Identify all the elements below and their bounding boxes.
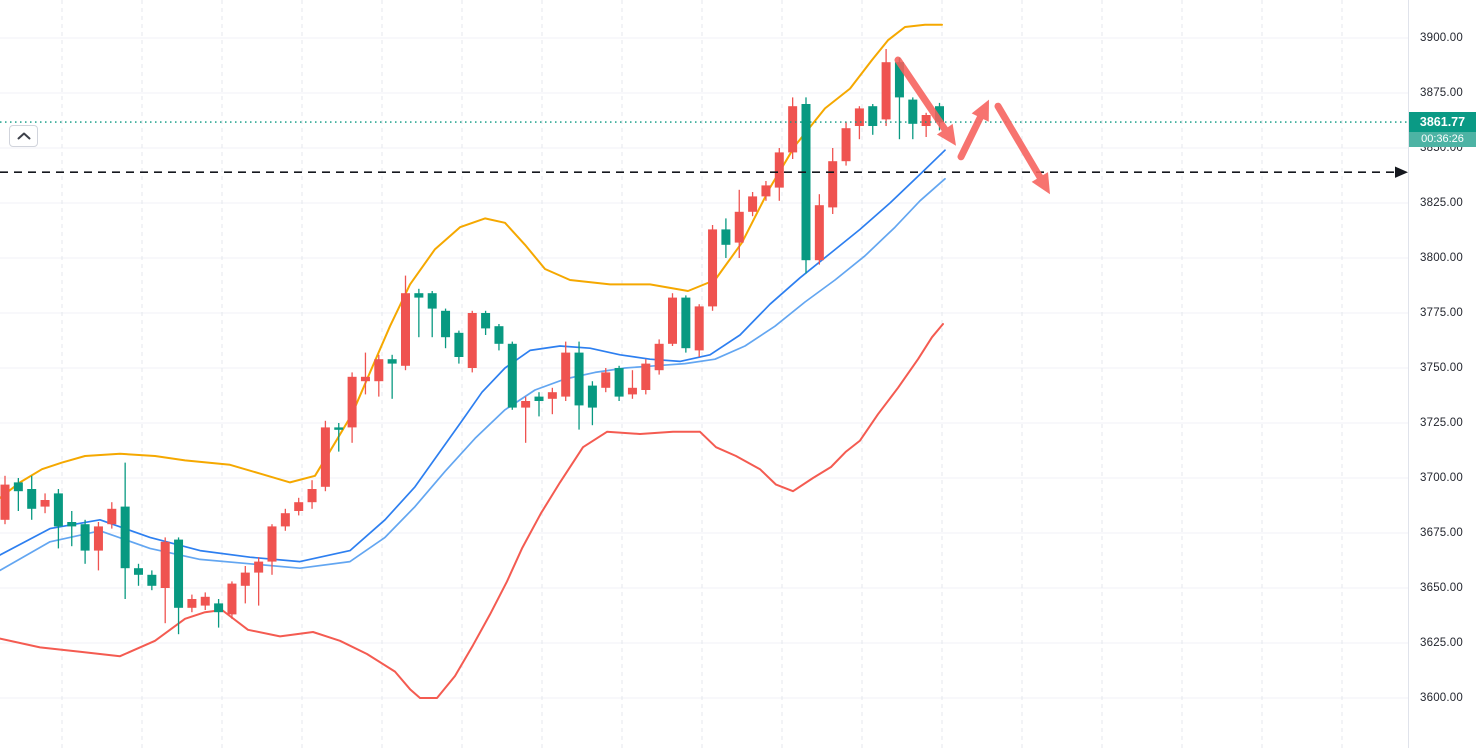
countdown-label: 00:36:26 [1409, 132, 1476, 148]
ma-fast-line [0, 149, 946, 563]
price-axis-label: 3675.00 [1420, 527, 1463, 539]
candles-layer [0, 49, 944, 635]
price-axis-label: 3875.00 [1420, 87, 1463, 99]
price-axis-label: 3900.00 [1420, 32, 1463, 44]
price-axis-label: 3825.00 [1420, 197, 1463, 209]
price-axis-label: 3625.00 [1420, 637, 1463, 649]
chevron-up-icon [17, 132, 30, 140]
price-axis-label: 3600.00 [1420, 692, 1463, 704]
price-axis-label: 3725.00 [1420, 417, 1463, 429]
collapse-button[interactable] [9, 125, 38, 147]
lower-band-line [0, 323, 944, 699]
indicator-lines-layer [0, 23, 946, 699]
price-axis-label: 3700.00 [1420, 472, 1463, 484]
horizontal-ray-line[interactable] [0, 166, 1408, 178]
grid-layer [0, 0, 1408, 748]
price-axis-label: 3750.00 [1420, 362, 1463, 374]
drawn-arrow[interactable] [957, 99, 989, 161]
drawn-arrow[interactable] [994, 102, 1050, 195]
drawn-arrows[interactable] [894, 56, 1050, 195]
price-axis-label: 3775.00 [1420, 307, 1463, 319]
price-axis[interactable]: 3861.77 00:36:26 3900.00 3875.00 3850.00 38… [1408, 0, 1476, 748]
price-axis-label: 3650.00 [1420, 582, 1463, 594]
current-price-label: 3861.77 [1409, 112, 1476, 133]
ma-slow-line [0, 177, 946, 572]
drawn-arrow[interactable] [894, 56, 956, 146]
price-axis-label: 3800.00 [1420, 252, 1463, 264]
upper-band-line [0, 23, 943, 499]
